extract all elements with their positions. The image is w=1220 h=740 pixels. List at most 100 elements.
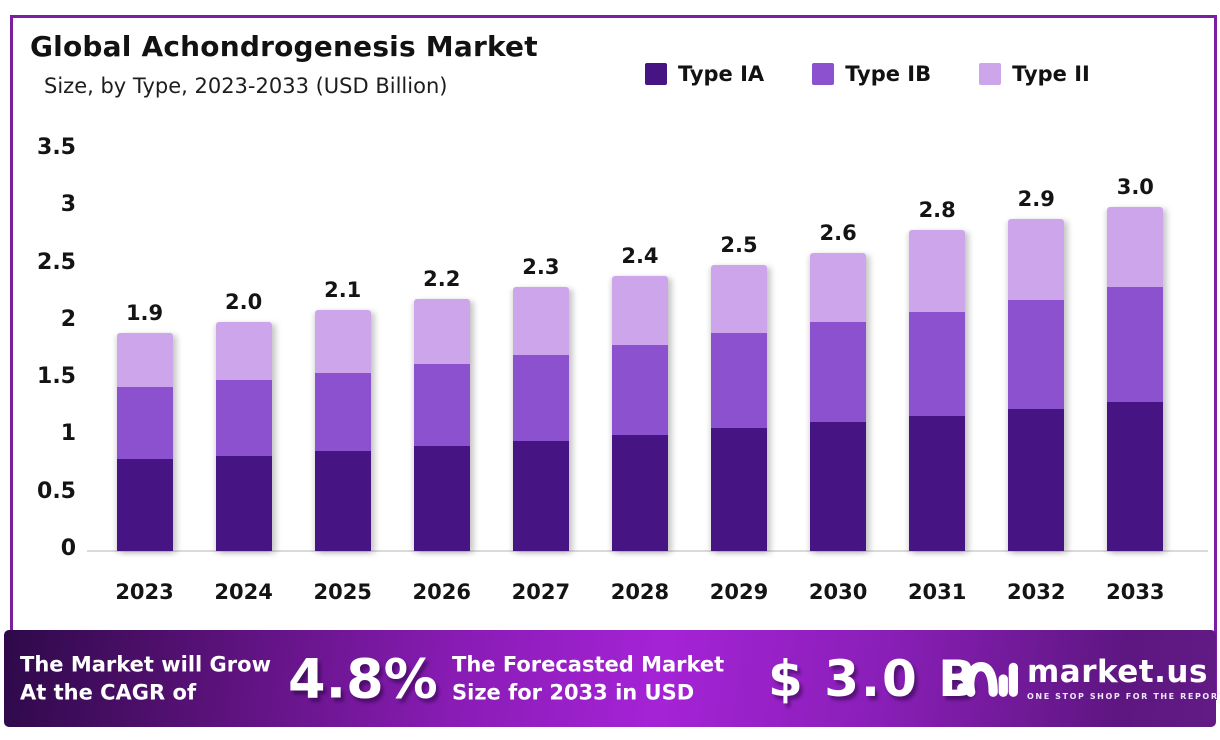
y-tick-1: 1 bbox=[60, 421, 76, 447]
x-tick-2024: 2024 bbox=[214, 580, 273, 604]
legend-swatch-icon bbox=[979, 63, 1002, 85]
forecast-value: $ 3.0 B bbox=[768, 649, 979, 708]
chart-title: Global Achondrogenesis Market bbox=[30, 30, 538, 63]
bar-stack-2027 bbox=[512, 287, 569, 551]
bar-stack-2028 bbox=[611, 275, 668, 551]
cagr-caption-line2: At the CAGR of bbox=[20, 680, 197, 705]
bar-segment-type-ia bbox=[711, 428, 767, 551]
bar-stack-2023 bbox=[116, 333, 173, 551]
bar-segment-type-ii bbox=[1107, 207, 1164, 288]
legend-swatch-icon bbox=[812, 63, 835, 85]
y-tick-3: 3 bbox=[60, 192, 76, 218]
bar-2026: 2.2 bbox=[392, 140, 491, 551]
bar-2024: 2.0 bbox=[194, 140, 293, 551]
market-us-icon bbox=[957, 661, 1018, 697]
legend-item-type-ii: Type II bbox=[979, 62, 1090, 86]
bar-segment-type-ia bbox=[116, 459, 173, 551]
bar-segment-type-ia bbox=[611, 435, 668, 551]
bar-2025: 2.1 bbox=[293, 140, 392, 551]
bar-segment-type-ib bbox=[215, 380, 272, 456]
bar-segment-type-ib bbox=[611, 344, 668, 436]
bar-segment-type-ib bbox=[116, 387, 173, 460]
bar-total-label-2029: 2.5 bbox=[720, 232, 758, 257]
x-tick-2027: 2027 bbox=[511, 580, 571, 604]
bar-segment-type-ia bbox=[512, 440, 569, 551]
bar-total-label-2023: 1.9 bbox=[125, 301, 164, 326]
bar-total-label-2027: 2.3 bbox=[522, 255, 560, 280]
y-axis: 3.5 3 2.5 2 1.5 1 0.5 0 bbox=[0, 0, 80, 630]
legend-item-type-ib: Type IB bbox=[812, 62, 931, 86]
bar-2028: 2.4 bbox=[590, 140, 689, 551]
legend: Type IA Type IB Type II bbox=[645, 62, 1090, 86]
y-tick-0.5: 0.5 bbox=[37, 478, 76, 504]
bar-segment-type-ii bbox=[215, 321, 272, 381]
bar-total-label-2032: 2.9 bbox=[1017, 186, 1055, 211]
x-tick-2025: 2025 bbox=[313, 580, 372, 604]
bar-segment-type-ia bbox=[1107, 402, 1164, 551]
x-tick-2028: 2028 bbox=[610, 580, 670, 604]
x-axis: 2023 2024 2025 2026 2027 2028 2029 2030 2031 2032… bbox=[95, 580, 1185, 604]
bar-segment-type-ib bbox=[1008, 300, 1065, 409]
bar-segment-type-ib bbox=[314, 373, 371, 452]
bar-segment-type-ib bbox=[909, 311, 966, 416]
bar-segment-type-ib bbox=[711, 333, 767, 429]
bar-stack-2025 bbox=[314, 310, 371, 551]
bar-stack-2031 bbox=[909, 230, 966, 551]
bar-segment-type-ii bbox=[711, 264, 767, 334]
bar-2033: 3.0 bbox=[1086, 140, 1185, 551]
x-tick-2023: 2023 bbox=[115, 580, 174, 604]
bar-stack-2030 bbox=[810, 253, 867, 551]
cagr-caption: The Market will Grow At the CAGR of bbox=[20, 650, 271, 707]
bar-2031: 2.8 bbox=[888, 140, 987, 551]
bar-segment-type-ia bbox=[909, 415, 966, 551]
x-axis-line bbox=[87, 550, 1208, 552]
forecast-caption-line2: Size for 2033 in USD bbox=[452, 680, 695, 705]
cagr-value: 4.8% bbox=[288, 647, 438, 710]
bar-total-label-2025: 2.1 bbox=[324, 278, 362, 303]
bar-stack-2026 bbox=[413, 298, 470, 551]
bar-total-label-2033: 3.0 bbox=[1116, 175, 1154, 200]
bar-total-label-2024: 2.0 bbox=[225, 289, 263, 314]
bar-stack-2033 bbox=[1107, 207, 1164, 551]
x-tick-2032: 2032 bbox=[1007, 580, 1066, 604]
x-tick-2029: 2029 bbox=[709, 580, 769, 604]
y-tick-1.5: 1.5 bbox=[37, 364, 76, 390]
bar-2030: 2.6 bbox=[789, 140, 888, 551]
y-tick-2.5: 2.5 bbox=[37, 249, 76, 275]
brand-text: market.us ONE STOP SHOP FOR THE REPORTS bbox=[1027, 656, 1220, 701]
y-tick-0: 0 bbox=[60, 536, 76, 561]
bar-segment-type-ia bbox=[215, 455, 272, 551]
brand-tagline: ONE STOP SHOP FOR THE REPORTS bbox=[1027, 691, 1220, 701]
bar-segment-type-ia bbox=[314, 451, 371, 551]
bar-segment-type-ia bbox=[413, 445, 470, 551]
forecast-caption-line1: The Forecasted Market bbox=[452, 652, 725, 677]
bar-segment-type-ii bbox=[611, 275, 668, 345]
y-tick-2: 2 bbox=[60, 306, 76, 332]
bar-segment-type-ii bbox=[512, 287, 569, 356]
bar-segment-type-ii bbox=[810, 253, 867, 322]
bar-segment-type-ia bbox=[1008, 408, 1065, 551]
bar-segment-type-ib bbox=[413, 364, 470, 446]
x-tick-2026: 2026 bbox=[412, 580, 471, 604]
bar-segment-type-ii bbox=[1008, 218, 1065, 301]
bar-total-label-2031: 2.8 bbox=[918, 198, 956, 223]
legend-label: Type II bbox=[1012, 62, 1090, 86]
bar-stack-2024 bbox=[215, 321, 272, 551]
bar-total-label-2028: 2.4 bbox=[621, 243, 659, 268]
bar-2027: 2.3 bbox=[491, 140, 590, 551]
bar-stack-2032 bbox=[1008, 218, 1065, 551]
chart-subtitle: Size, by Type, 2023-2033 (USD Billion) bbox=[44, 74, 448, 98]
x-tick-2033: 2033 bbox=[1106, 580, 1165, 604]
footer-banner: The Market will Grow At the CAGR of 4.8%… bbox=[4, 630, 1220, 727]
cagr-caption-line1: The Market will Grow bbox=[20, 652, 271, 677]
bar-segment-type-ii bbox=[116, 333, 173, 388]
bar-2023: 1.9 bbox=[95, 140, 194, 551]
forecast-caption: The Forecasted Market Size for 2033 in U… bbox=[452, 650, 724, 707]
x-tick-2031: 2031 bbox=[907, 580, 967, 604]
bar-stack-2029 bbox=[711, 264, 767, 551]
bar-segment-type-ib bbox=[810, 321, 867, 422]
plot-area: 1.9 2.0 2.1 2.2 2.3 2.4 2.5 2.6 2.8 2.9 3.0 bbox=[95, 140, 1185, 551]
bar-segment-type-ii bbox=[413, 298, 470, 365]
x-tick-2030: 2030 bbox=[808, 580, 868, 604]
